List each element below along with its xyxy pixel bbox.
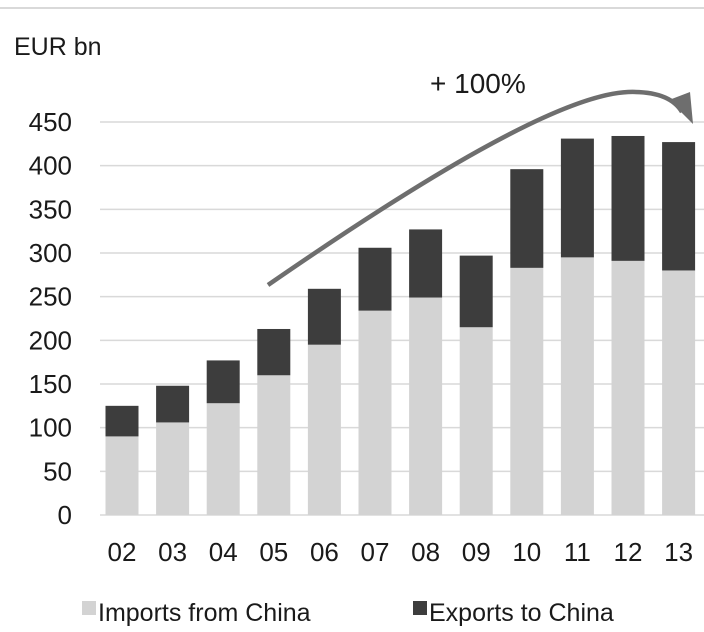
- exports-bar-06: [307, 288, 341, 345]
- y-axis-ticks: 0 50 100 150 200 250 300 350 400 450: [29, 107, 72, 530]
- y-tick-label: 450: [29, 107, 72, 137]
- growth-arrow: [266, 89, 693, 287]
- imports-bar-12: [611, 260, 645, 515]
- x-axis-ticks: 02 03 04 05 06 07 08 09 10 11 12 13: [108, 537, 694, 567]
- x-tick-label: 05: [259, 537, 288, 567]
- imports-bar-09: [459, 327, 493, 515]
- gridlines: [100, 121, 704, 516]
- legend: Imports from China Exports to China: [82, 599, 614, 627]
- exports-bar-10: [510, 169, 544, 268]
- unit-label: EUR bn: [14, 33, 102, 61]
- legend-label: Imports from China: [98, 599, 311, 627]
- annotation-box: [414, 52, 564, 114]
- x-tick-label: 06: [310, 537, 339, 567]
- imports-bar-13: [662, 270, 696, 515]
- exports-bar-12: [611, 135, 645, 261]
- growth-arrow-line: [266, 89, 684, 287]
- y-tick-label: 100: [29, 413, 72, 443]
- legend-label: Exports to China: [429, 599, 614, 627]
- y-tick-label: 0: [58, 500, 72, 530]
- x-tick-label: 10: [512, 537, 541, 567]
- exports-bar-05: [257, 328, 291, 376]
- y-tick-label: 50: [43, 456, 72, 486]
- annotation-label: + 100%: [430, 68, 526, 99]
- imports-bar-07: [358, 310, 392, 515]
- imports-bar-04: [206, 403, 240, 515]
- y-tick-label: 350: [29, 194, 72, 224]
- exports-bar-09: [459, 255, 493, 328]
- imports-bar-02: [105, 436, 139, 515]
- imports-bar-05: [257, 375, 291, 515]
- x-tick-label: 12: [614, 537, 643, 567]
- exports-bar-03: [156, 385, 190, 423]
- x-tick-label: 13: [664, 537, 693, 567]
- y-tick-label: 300: [29, 238, 72, 268]
- y-tick-label: 400: [29, 151, 72, 181]
- imports-bar-06: [307, 344, 341, 515]
- x-tick-label: 03: [158, 537, 187, 567]
- y-tick-label: 200: [29, 325, 72, 355]
- y-tick-label: 250: [29, 282, 72, 312]
- x-tick-label: 07: [361, 537, 390, 567]
- legend-swatch: [413, 601, 427, 615]
- growth-arrow-head: [669, 92, 693, 124]
- x-tick-label: 02: [108, 537, 137, 567]
- imports-bar-08: [409, 297, 443, 515]
- y-tick-label: 150: [29, 369, 72, 399]
- exports-bar-08: [409, 229, 443, 298]
- exports-bar-13: [662, 142, 696, 271]
- x-tick-label: 04: [209, 537, 238, 567]
- x-tick-label: 09: [462, 537, 491, 567]
- exports-bar-11: [560, 138, 594, 258]
- exports-bar-07: [358, 247, 392, 311]
- x-tick-label: 11: [564, 537, 591, 567]
- imports-bar-10: [510, 267, 544, 515]
- bar-series: [105, 135, 696, 515]
- imports-bar-03: [156, 422, 190, 515]
- exports-bar-04: [206, 360, 240, 404]
- legend-swatch: [82, 601, 96, 615]
- exports-bar-02: [105, 405, 139, 437]
- imports-bar-11: [560, 257, 594, 515]
- x-tick-label: 08: [411, 537, 440, 567]
